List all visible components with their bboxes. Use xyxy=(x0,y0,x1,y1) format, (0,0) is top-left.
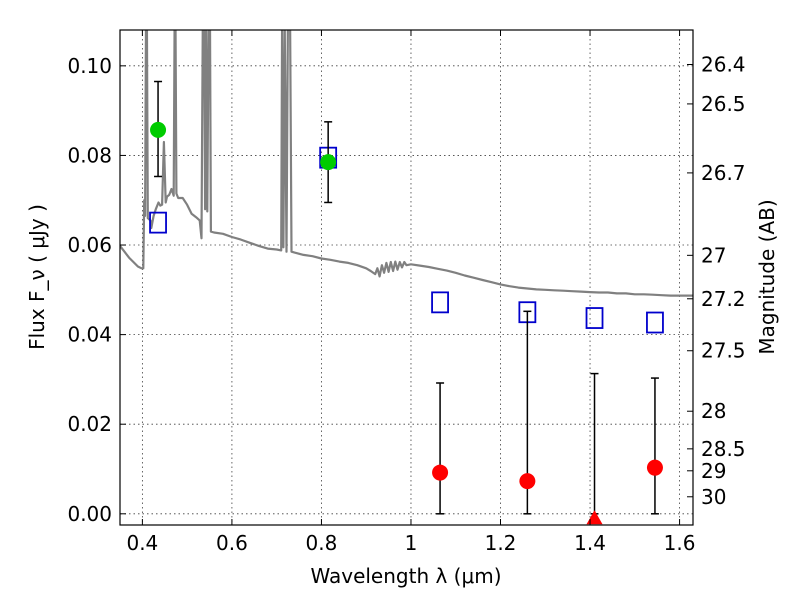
mag-tick-label: 26.4 xyxy=(701,52,746,76)
observed-flux-point xyxy=(432,464,449,481)
model-flux-square xyxy=(149,211,167,234)
observed-flux-point xyxy=(646,459,663,476)
upper-limit-marker xyxy=(586,510,603,525)
mag-tick-label: 29 xyxy=(701,459,726,483)
x-axis-label: Wavelength λ (μm) xyxy=(310,564,501,588)
y-axis-label: Flux F_ν ( μJy ) xyxy=(25,204,49,350)
observed-flux-point xyxy=(519,473,536,490)
ticks: 0.4 0.6 0.8 1 1.2 1.4 1.6 0.00 0.02 0.04 0.06 0.08 0… xyxy=(67,30,746,555)
y-tick-label: 0.08 xyxy=(67,143,112,167)
mag-tick-label: 28.5 xyxy=(701,437,746,461)
x-tick-label: 1.6 xyxy=(664,531,696,555)
model-spectrum-line xyxy=(120,30,693,297)
x-tick-label: 1.4 xyxy=(574,531,606,555)
y-tick-label: 0.02 xyxy=(67,412,112,436)
y-tick-label: 0.04 xyxy=(67,323,112,347)
mag-tick-label: 27.5 xyxy=(701,339,746,363)
x-tick-label: 0.6 xyxy=(216,531,248,555)
observed-flux-point xyxy=(150,121,167,138)
mag-tick-label: 30 xyxy=(701,485,726,509)
observed-flux-point xyxy=(320,154,337,171)
model-flux-square xyxy=(585,307,604,329)
x-tick-label: 1.2 xyxy=(485,531,517,555)
y-tick-label: 0.06 xyxy=(67,233,112,257)
plot-area xyxy=(120,30,693,525)
mag-tick-label: 26.5 xyxy=(701,92,746,116)
model-flux-square xyxy=(431,291,449,314)
mag-tick-label: 26.7 xyxy=(701,161,746,185)
mag-tick-label: 27 xyxy=(701,243,726,267)
mag-tick-label: 27.2 xyxy=(701,287,746,311)
x-tick-label: 0.8 xyxy=(306,531,338,555)
y-tick-label: 0.00 xyxy=(67,502,112,526)
x-tick-label: 0.4 xyxy=(126,531,158,555)
mag-tick-label: 28 xyxy=(701,399,726,423)
plot-frame xyxy=(119,29,694,526)
y-tick-label: 0.10 xyxy=(67,54,112,78)
model-flux-square xyxy=(646,311,664,334)
right-axis-label: Magnitude (AB) xyxy=(755,199,779,354)
x-tick-label: 1 xyxy=(405,531,418,555)
